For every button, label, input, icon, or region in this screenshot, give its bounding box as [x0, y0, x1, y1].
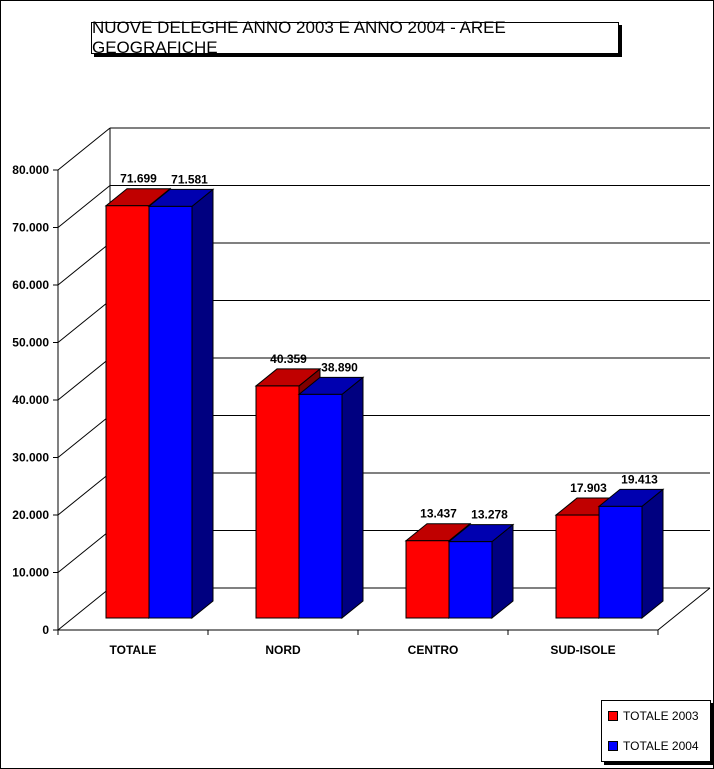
x-tick-label: TOTALE: [110, 643, 157, 657]
side-gridline: [57, 530, 111, 573]
floor-right-edge: [657, 587, 711, 631]
side-gridline: [57, 127, 111, 171]
y-tick-label: 30.000: [12, 451, 49, 465]
legend-item-2003: TOTALE 2003: [602, 701, 710, 731]
y-tick-label: 0: [42, 623, 49, 637]
x-tick-label: CENTRO: [408, 643, 459, 657]
bar-side: [191, 188, 214, 620]
bar-side: [641, 488, 664, 620]
legend-item-2004: TOTALE 2004: [602, 731, 710, 761]
chart-legend: TOTALE 2003 TOTALE 2004: [601, 700, 711, 762]
data-label: 13.437: [420, 507, 457, 521]
bar: [255, 385, 300, 619]
y-tick-label: 60.000: [12, 278, 49, 292]
legend-swatch-2004: [608, 741, 618, 751]
side-gridline: [57, 242, 111, 286]
bar-side: [341, 376, 364, 620]
bar: [555, 514, 600, 619]
legend-label-2004: TOTALE 2004: [623, 739, 699, 753]
side-gridline: [57, 472, 111, 516]
bar: [298, 393, 343, 619]
y-tick-label: 40.000: [12, 393, 49, 407]
side-gridline: [57, 357, 111, 401]
y-tick-label: 10.000: [12, 566, 49, 580]
y-tick-label: 20.000: [12, 508, 49, 522]
bar: [148, 205, 193, 619]
y-tick-label: 80.000: [12, 163, 49, 177]
x-tick-label: SUD-ISOLE: [550, 643, 615, 657]
data-label: 71.699: [120, 172, 157, 186]
data-label: 38.890: [321, 360, 358, 374]
data-label: 13.278: [471, 508, 508, 522]
side-gridline: [57, 587, 111, 631]
data-label: 19.413: [621, 472, 658, 486]
legend-swatch-2003: [608, 711, 618, 721]
side-gridline: [57, 300, 111, 343]
y-tick-label: 50.000: [12, 336, 49, 350]
side-gridline: [57, 415, 111, 458]
bar: [105, 205, 150, 619]
bar: [448, 541, 493, 619]
data-label: 71.581: [171, 172, 208, 186]
data-label: 40.359: [270, 352, 307, 366]
x-tick-label: NORD: [265, 643, 301, 657]
bar: [405, 540, 450, 619]
data-label: 17.903: [570, 481, 607, 495]
chart-title: NUOVE DELEGHE ANNO 2003 E ANNO 2004 - AR…: [91, 18, 619, 57]
bar: [598, 505, 643, 619]
side-gridline: [57, 185, 111, 228]
y-tick-label: 70.000: [12, 221, 49, 235]
legend-label-2003: TOTALE 2003: [623, 709, 699, 723]
